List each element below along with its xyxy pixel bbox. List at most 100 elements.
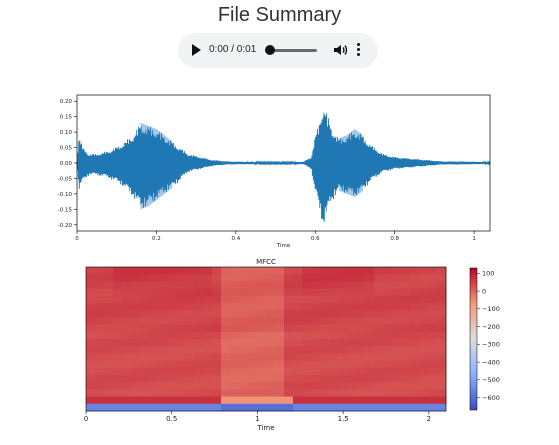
mfcc-cell xyxy=(257,274,267,282)
mfcc-cell xyxy=(149,274,159,282)
mfcc-cell xyxy=(428,396,438,405)
mfcc-cell xyxy=(248,367,258,376)
colorbar-tick-label: −600 xyxy=(482,394,500,402)
mfcc-cell xyxy=(437,310,447,318)
mfcc-cell xyxy=(194,382,204,390)
mfcc-cell xyxy=(122,281,132,289)
mfcc-cell xyxy=(338,339,348,347)
mfcc-cell xyxy=(437,295,447,304)
mfcc-cell xyxy=(338,360,348,369)
mfcc-cell xyxy=(248,288,258,297)
mfcc-cell xyxy=(410,367,420,376)
mfcc-cell xyxy=(410,310,420,318)
mfcc-cell xyxy=(203,295,213,304)
mfcc-cell xyxy=(320,295,330,304)
mfcc-cell xyxy=(248,375,258,383)
colorbar-tick-label: −200 xyxy=(482,323,500,331)
mfcc-cell xyxy=(158,339,168,347)
mfcc-cell xyxy=(113,274,123,282)
mfcc-cell xyxy=(347,360,357,369)
mfcc-cell xyxy=(275,360,285,369)
mfcc-cell xyxy=(257,303,267,311)
mfcc-cell xyxy=(86,267,96,275)
mfcc-cell xyxy=(167,288,177,297)
seek-thumb[interactable] xyxy=(265,45,275,55)
mfcc-cell xyxy=(95,288,105,297)
mfcc-cell xyxy=(266,382,276,390)
mfcc-cell xyxy=(131,403,141,412)
mfcc-cell xyxy=(212,288,222,297)
mfcc-cell xyxy=(320,310,330,318)
mfcc-cell xyxy=(302,339,312,347)
mfcc-cell xyxy=(86,317,96,325)
mfcc-cell xyxy=(257,281,267,289)
mfcc-cell xyxy=(86,274,96,282)
mfcc-cell xyxy=(257,367,267,376)
mfcc-cell xyxy=(113,346,123,354)
mfcc-cell xyxy=(284,389,294,397)
mfcc-cell xyxy=(95,367,105,376)
mfcc-cell xyxy=(158,281,168,289)
mfcc-cell xyxy=(311,303,321,311)
mfcc-cell xyxy=(302,288,312,297)
mfcc-cell xyxy=(293,331,303,340)
mfcc-cell xyxy=(257,267,267,275)
mfcc-cell xyxy=(338,274,348,282)
mfcc-cell xyxy=(113,403,123,412)
mfcc-cell xyxy=(248,324,258,333)
mfcc-cell xyxy=(356,324,366,333)
mfcc-cell xyxy=(365,288,375,297)
mfcc-cell xyxy=(275,396,285,405)
mfcc-cell xyxy=(419,403,429,412)
mfcc-cell xyxy=(401,353,411,361)
mfcc-cell xyxy=(392,303,402,311)
mfcc-cell xyxy=(401,396,411,405)
mfcc-cell xyxy=(149,396,159,405)
mfcc-cell xyxy=(239,274,249,282)
mfcc-cell xyxy=(239,403,249,412)
mfcc-cell xyxy=(257,295,267,304)
mfcc-cell xyxy=(167,382,177,390)
mfcc-cell xyxy=(212,324,222,333)
mfcc-cell xyxy=(203,267,213,275)
volume-icon[interactable] xyxy=(332,42,348,58)
audio-player[interactable]: 0:00 / 0:01 xyxy=(178,33,378,68)
mfcc-cell xyxy=(428,353,438,361)
play-icon[interactable] xyxy=(192,44,201,56)
mfcc-cell xyxy=(95,331,105,340)
mfcc-cell xyxy=(176,324,186,333)
mfcc-cell xyxy=(203,396,213,405)
mfcc-cell xyxy=(320,281,330,289)
mfcc-cell xyxy=(212,295,222,304)
mfcc-cell xyxy=(356,331,366,340)
mfcc-cell xyxy=(383,303,393,311)
mfcc-cell xyxy=(437,331,447,340)
mfcc-cell xyxy=(284,310,294,318)
more-options-icon[interactable] xyxy=(354,42,362,59)
mfcc-cell xyxy=(419,375,429,383)
mfcc-cell xyxy=(212,274,222,282)
mfcc-cell xyxy=(167,310,177,318)
mfcc-cell xyxy=(302,360,312,369)
mfcc-cell xyxy=(194,346,204,354)
mfcc-cell xyxy=(248,382,258,390)
mfcc-cell xyxy=(338,346,348,354)
mfcc-cell xyxy=(419,274,429,282)
mfcc-cell xyxy=(302,389,312,397)
mfcc-cell xyxy=(248,353,258,361)
mfcc-cell xyxy=(185,339,195,347)
mfcc-cell xyxy=(410,267,420,275)
mfcc-cell xyxy=(86,396,96,405)
mfcc-cell xyxy=(266,310,276,318)
mfcc-cell xyxy=(158,353,168,361)
seek-slider[interactable] xyxy=(265,45,317,55)
mfcc-cell xyxy=(131,281,141,289)
mfcc-cell xyxy=(302,281,312,289)
mfcc-cell xyxy=(266,274,276,282)
mfcc-cell xyxy=(356,353,366,361)
mfcc-cell xyxy=(365,367,375,376)
mfcc-cell xyxy=(257,324,267,333)
mfcc-cell xyxy=(311,389,321,397)
mfcc-cell xyxy=(383,274,393,282)
mfcc-cell xyxy=(86,346,96,354)
